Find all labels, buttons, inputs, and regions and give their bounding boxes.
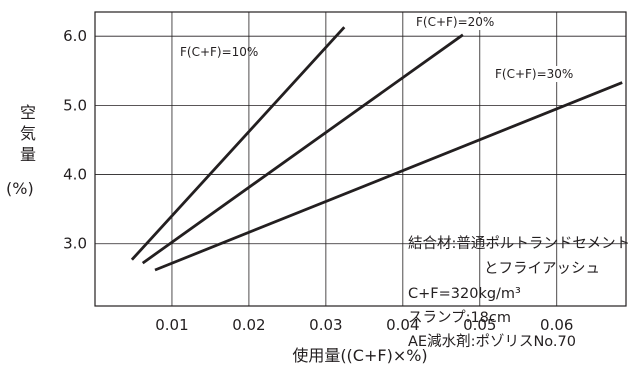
y-axis-label-char-2: 気 (20, 124, 36, 143)
series-line-2 (141, 33, 464, 265)
note-binder-content: C+F=320kg/m³ (408, 286, 521, 302)
x-tick-label: 0.03 (309, 316, 342, 334)
y-axis-label-char-1: 空 (20, 103, 36, 122)
condition-notes: 結合材:普通ポルトランドセメント とフライアッシュ C+F=320kg/m³ ス… (408, 235, 630, 350)
x-tick-label: 0.02 (232, 316, 265, 334)
y-tick-label: 4.0 (63, 166, 87, 184)
series-label-2: F(C+F)=20% (416, 15, 494, 29)
y-tick-label: 5.0 (63, 96, 87, 114)
grid (95, 12, 626, 306)
y-tick-label: 6.0 (63, 27, 87, 45)
series-line-3 (154, 81, 623, 272)
note-slump: スランプ:18cm (408, 309, 511, 326)
y-axis-label-char-3: 量 (20, 145, 36, 164)
x-tick-label: 0.06 (540, 316, 573, 334)
note-admixture: AE減水剤:ポゾリスNo.70 (408, 333, 576, 350)
series-label-3: F(C+F)=30% (495, 67, 573, 81)
x-tick-label: 0.05 (463, 316, 496, 334)
note-binder: 結合材:普通ポルトランドセメント (408, 235, 630, 252)
series-line-1 (130, 26, 346, 261)
series-label-bg (492, 66, 574, 82)
series-label-1: F(C+F)=10% (180, 45, 258, 59)
tick-labels: 0.01 0.02 0.03 0.04 0.05 0.06 3.0 4.0 5.0 6.0 (63, 27, 573, 334)
series-lines (130, 26, 623, 272)
y-axis-label-unit: (%) (6, 179, 34, 198)
x-tick-label: 0.01 (155, 316, 188, 334)
y-axis-label: 空 気 量 (%) (6, 103, 36, 198)
y-tick-label: 3.0 (63, 235, 87, 253)
plot-frame (94, 11, 627, 307)
x-axis-label: 使用量((C+F)×%) (292, 346, 427, 365)
series-label-bg (413, 14, 495, 30)
note-binder-cont: とフライアッシュ (484, 261, 600, 277)
series-labels: F(C+F)=10% F(C+F)=20% F(C+F)=30% (180, 14, 574, 82)
x-tick-label: 0.04 (386, 316, 419, 334)
